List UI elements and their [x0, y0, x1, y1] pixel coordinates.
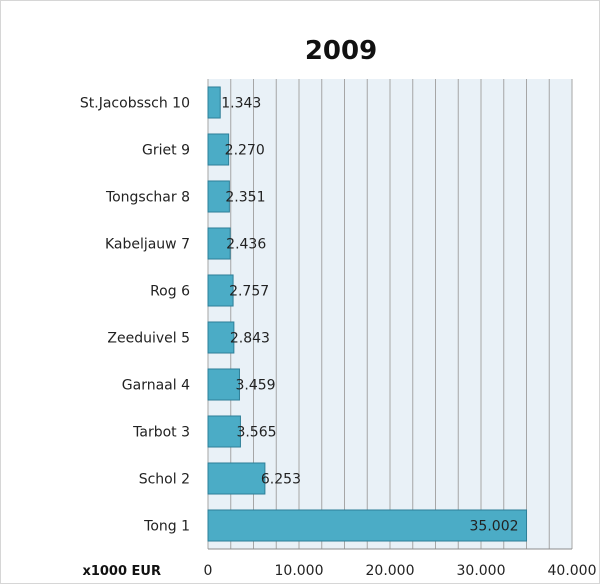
- category-label: Zeeduivel 5: [107, 331, 190, 347]
- category-label: Garnaal 4: [122, 378, 190, 394]
- bar: [207, 180, 230, 213]
- unit-label: x1000 EUR: [82, 564, 161, 579]
- category-label: St.Jacobssch 10: [80, 96, 190, 112]
- x-tick-label: 40.000: [548, 563, 597, 579]
- gridlines: [207, 79, 573, 550]
- data-label: 35.002: [470, 519, 519, 535]
- bar: [207, 321, 235, 354]
- x-tick-label: 0: [204, 563, 213, 579]
- category-label: Tongschar 8: [105, 190, 190, 206]
- x-tick-label: 20.000: [366, 563, 415, 579]
- data-label: 2.843: [230, 331, 270, 347]
- category-label: Tong 1: [143, 519, 190, 535]
- category-label: Rog 6: [150, 284, 190, 300]
- category-label: Schol 2: [139, 472, 190, 488]
- data-label: 2.351: [225, 190, 265, 206]
- data-label: 2.436: [226, 237, 266, 253]
- bar: [207, 227, 231, 260]
- bar: [207, 509, 528, 542]
- x-tick-label: 30.000: [457, 563, 506, 579]
- category-labels: St.Jacobssch 10 Griet 9 Tongschar 8 Kabelja…: [80, 96, 190, 535]
- category-label: Tarbot 3: [132, 425, 190, 441]
- data-label: 3.459: [235, 378, 275, 394]
- bar: [207, 462, 266, 495]
- category-label: Kabeljauw 7: [105, 237, 190, 253]
- x-tick-label: 10.000: [275, 563, 324, 579]
- x-axis-ticks: 0 10.000 20.000 30.000 40.000: [204, 563, 597, 579]
- bar: [207, 133, 230, 166]
- bar: [207, 368, 240, 401]
- data-label: 1.343: [221, 96, 261, 112]
- data-label: 3.565: [236, 425, 276, 441]
- bar: [207, 274, 234, 307]
- bars: 1.343 2.270 2.351 2.436 2.757 2.843 3.459 3.565…: [207, 86, 528, 542]
- data-label: 2.270: [225, 143, 265, 159]
- bar: [207, 415, 241, 448]
- data-label: 2.757: [229, 284, 269, 300]
- category-label: Griet 9: [142, 143, 190, 159]
- chart-title: 2009: [305, 36, 377, 66]
- data-label: 6.253: [261, 472, 301, 488]
- bar: [207, 86, 221, 119]
